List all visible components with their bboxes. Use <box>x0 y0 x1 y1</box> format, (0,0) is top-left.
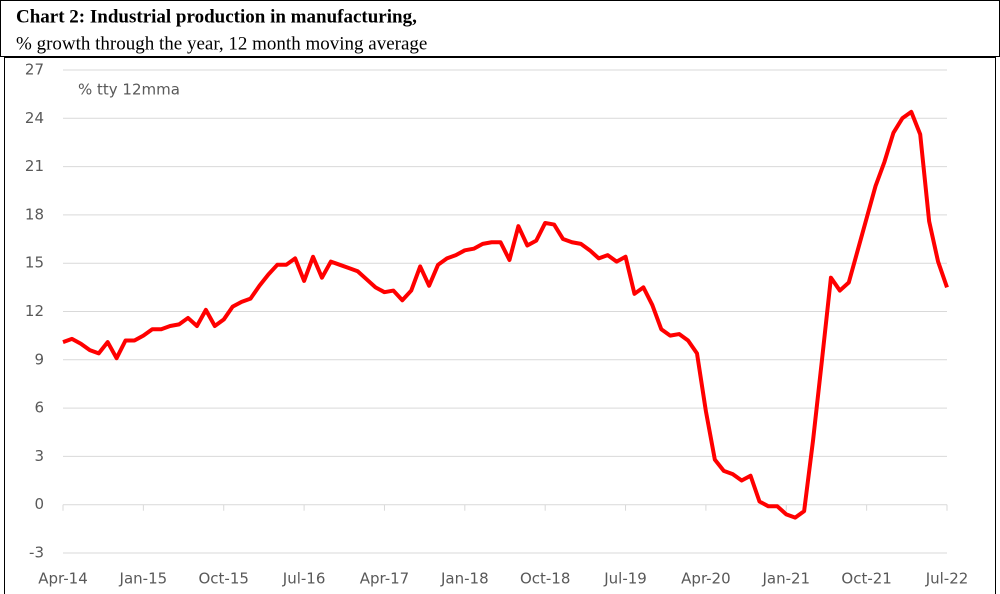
y-tick-label: 12 <box>25 302 44 320</box>
chart-subtitle: % growth through the year, 12 month movi… <box>16 33 427 54</box>
y-tick-label: 15 <box>25 254 44 272</box>
x-tick-label: Apr-14 <box>38 570 88 588</box>
x-tick-label: Jul-16 <box>282 570 326 588</box>
y-tick-label: 9 <box>34 350 44 368</box>
y-tick-label: 24 <box>25 109 44 127</box>
y-tick-label: 6 <box>34 399 44 417</box>
y-tick-label: -3 <box>29 544 44 562</box>
x-tick-label: Oct-21 <box>841 570 891 588</box>
plot-box <box>4 57 996 594</box>
y-tick-label: 0 <box>34 495 44 513</box>
y-tick-label: 3 <box>34 447 44 465</box>
x-tick-label: Apr-20 <box>681 570 731 588</box>
x-tick-label: Jul-19 <box>603 570 647 588</box>
chart-title: Chart 2: Industrial production in manufa… <box>16 6 417 27</box>
x-tick-label: Oct-15 <box>199 570 249 588</box>
x-tick-label: Apr-17 <box>360 570 410 588</box>
y-tick-label: 18 <box>25 205 44 223</box>
series-line <box>62 109 949 520</box>
x-tick-label: Jan-21 <box>761 570 810 588</box>
annotation: % tty 12mma <box>78 81 180 99</box>
y-tick-label: 21 <box>25 157 44 175</box>
y-tick-label: 27 <box>25 61 44 79</box>
x-tick-label: Jan-18 <box>440 570 489 588</box>
x-tick-label: Jan-15 <box>119 570 168 588</box>
x-tick-label: Jul-22 <box>925 570 969 588</box>
x-tick-label: Oct-18 <box>520 570 570 588</box>
